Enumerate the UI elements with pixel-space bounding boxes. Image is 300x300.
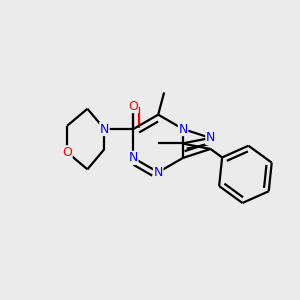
Text: N: N — [129, 152, 138, 164]
Text: N: N — [178, 123, 188, 136]
Text: N: N — [100, 123, 109, 136]
Text: O: O — [128, 100, 138, 112]
Text: N: N — [154, 166, 163, 179]
Text: O: O — [62, 146, 72, 159]
Text: N: N — [206, 131, 215, 145]
